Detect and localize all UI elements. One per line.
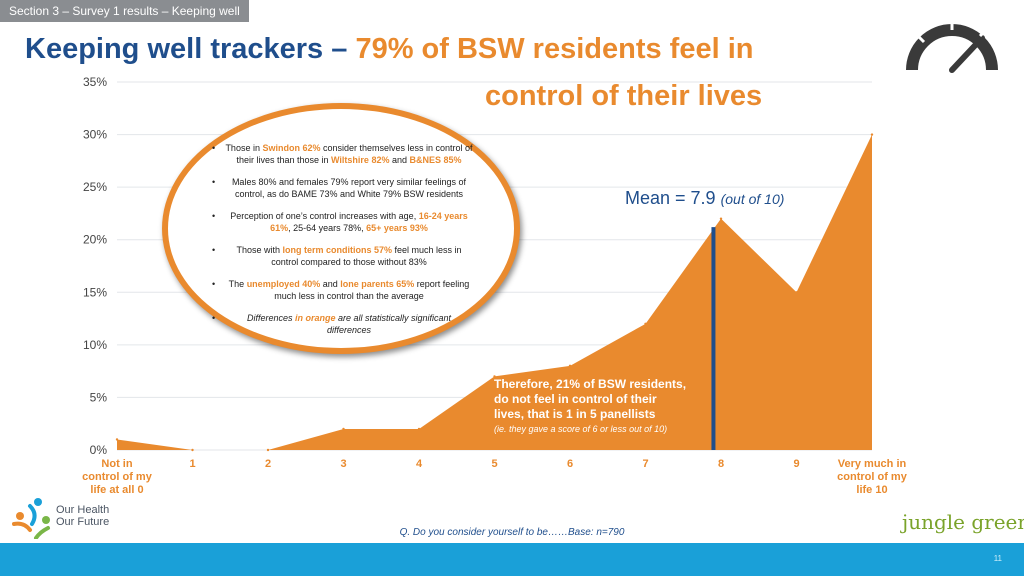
data-point [719, 217, 723, 220]
x-tick-label: 6 [567, 458, 573, 470]
data-point [342, 427, 345, 431]
our-health-our-future-logo [12, 498, 50, 539]
data-point [568, 364, 572, 368]
findings-callout [162, 103, 520, 354]
finding-item: • Perception of one’s control increases w… [212, 211, 468, 233]
title-main: Keeping well trackers – [25, 33, 356, 65]
data-point [115, 438, 119, 441]
gauge-icon [906, 22, 998, 73]
finding-item: • Differences in orange are all statistic… [212, 313, 452, 335]
x-tick-label: 2 [265, 458, 271, 470]
therefore-annotation: Therefore, 21% of BSW residents, do not … [494, 377, 687, 434]
finding-item: • Those with long term conditions 57% fee… [212, 245, 462, 267]
data-point [191, 448, 194, 452]
x-tick-label: 1 [189, 458, 195, 470]
data-point [493, 375, 496, 378]
x-tick-label: 8 [718, 458, 724, 470]
data-point [417, 427, 421, 431]
finding-item: • The unemployed 40% and lone parents 65%… [212, 279, 470, 301]
footer-bar [0, 543, 1024, 576]
x-tick-label: Not in control of my life at all 0 [82, 458, 153, 496]
question-text: Q. Do you consider yourself to be……Base:… [399, 527, 625, 538]
findings-list: • Those in Swindon 62% consider themselve… [212, 142, 474, 346]
y-tick-label: 30% [83, 128, 107, 142]
x-tick-label: 3 [340, 458, 346, 470]
y-tick-label: 10% [83, 338, 107, 352]
section-tab: Section 3 – Survey 1 results – Keeping w… [0, 0, 249, 22]
y-tick-label: 0% [90, 443, 108, 457]
x-tick-label: 5 [491, 458, 497, 470]
finding-item: • Males 80% and females 79% report very s… [212, 177, 467, 199]
x-tick-label: Very much in control of my life 10 [837, 458, 908, 496]
y-tick-label: 35% [83, 75, 107, 89]
data-point [644, 322, 647, 326]
x-tick-label: 7 [642, 458, 648, 470]
title-accent-line2: control of their lives [485, 80, 763, 112]
data-point [266, 448, 270, 452]
area-series [117, 134, 872, 451]
y-tick-label: 15% [83, 285, 107, 299]
x-tick-label: 9 [793, 458, 799, 470]
title-accent-line1: 79% of BSW residents feel in [355, 33, 754, 65]
data-point [795, 291, 798, 294]
page-number: 11 [993, 554, 1002, 563]
y-tick-label: 5% [90, 390, 108, 404]
ohof-logo-text: Our Health Our Future [56, 504, 110, 528]
x-tick-label: 4 [416, 458, 423, 470]
finding-item: • Those in Swindon 62% consider themselve… [212, 143, 473, 165]
page-title: Keeping well trackers – 79% of BSW resid… [25, 33, 753, 66]
y-tick-label: 20% [83, 233, 107, 247]
jungle-green-logo: jungle green [902, 510, 1024, 534]
data-point [870, 133, 874, 136]
y-tick-label: 25% [83, 180, 107, 194]
mean-label: Mean = 7.9 (out of 10) [625, 188, 785, 208]
